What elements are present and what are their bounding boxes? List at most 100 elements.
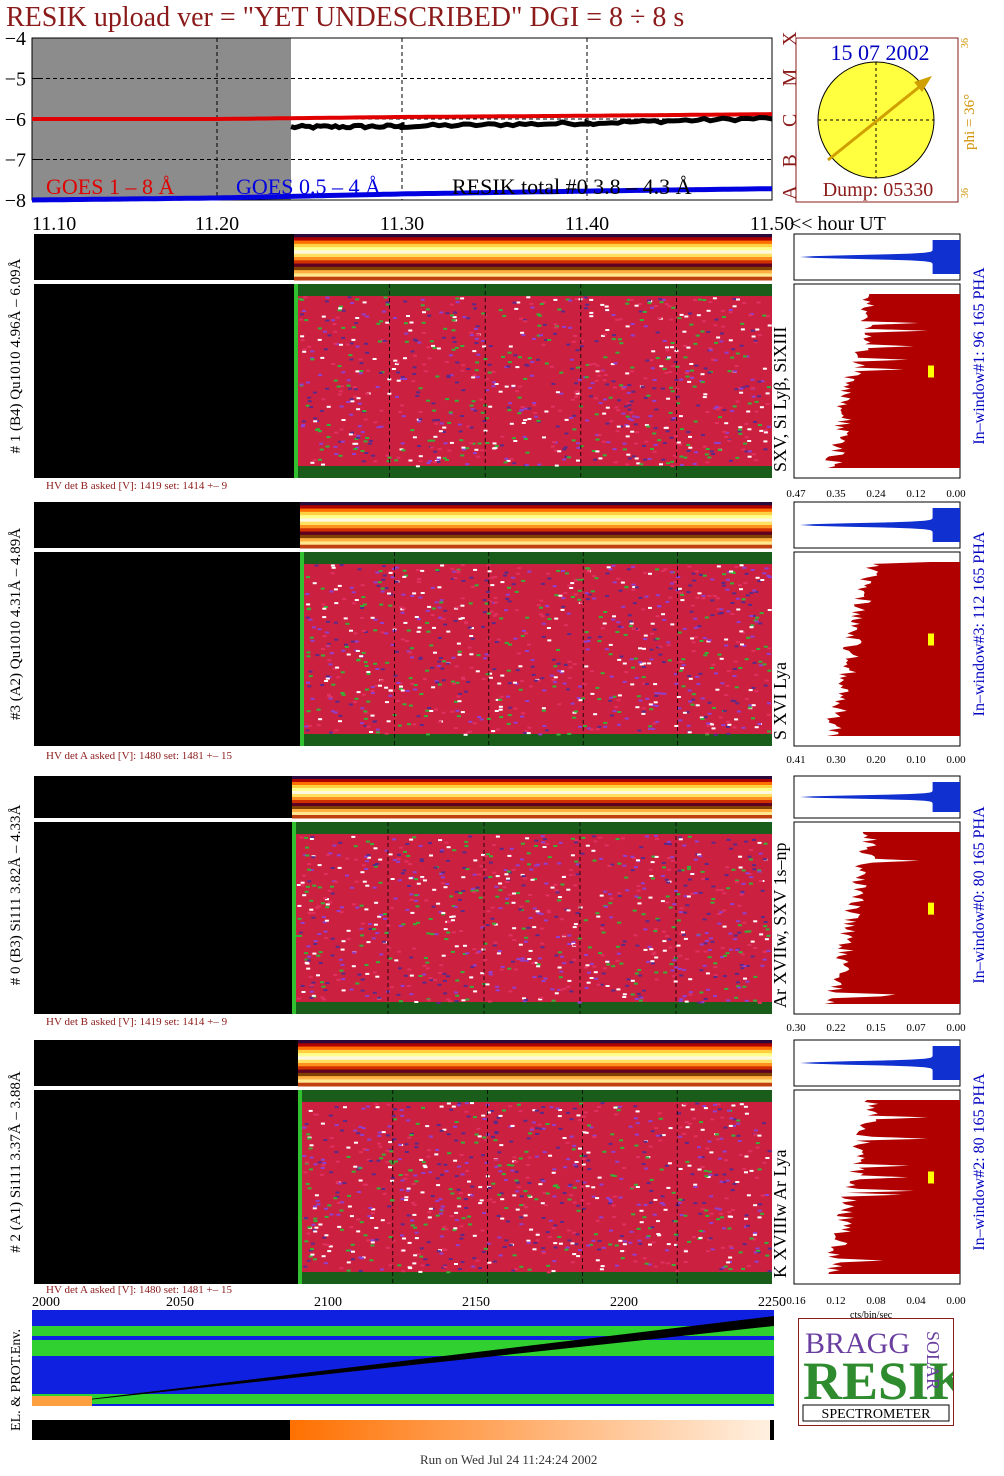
env-xtick-label: 2250 bbox=[758, 1295, 786, 1310]
goes-xtick-label: 11.20 bbox=[195, 213, 239, 235]
strip-2-row bbox=[292, 800, 772, 804]
page-title: RESIK upload ver = "YET UNDESCRIBED" DGI… bbox=[6, 2, 685, 33]
profile-xlabel: cts/bin/sec bbox=[850, 1310, 893, 1321]
in-window-label: In–window#0: 80 165 PHA bbox=[971, 806, 988, 984]
strip-3-row bbox=[298, 1043, 772, 1048]
logo-bragg: BRAGG bbox=[805, 1327, 910, 1360]
profile-xtick: 0.07 bbox=[906, 1022, 926, 1034]
env-xtick-label: 2150 bbox=[462, 1295, 490, 1310]
in-window-label: In–window#2: 80 165 PHA bbox=[971, 1073, 988, 1251]
line-identification: S XVI Lya bbox=[770, 662, 790, 740]
arrow-head bbox=[914, 76, 932, 92]
env-xtick-label: 2200 bbox=[610, 1295, 638, 1310]
strip-1-row bbox=[300, 531, 772, 536]
strip-0-row bbox=[294, 263, 772, 268]
strip-0-row bbox=[294, 276, 772, 281]
profile-xtick: 0.10 bbox=[906, 754, 926, 766]
goes-legend-entry: GOES 1 – 8 Å bbox=[46, 174, 174, 199]
env-band bbox=[32, 1340, 774, 1356]
env-xtick-label: 2100 bbox=[314, 1295, 342, 1310]
spectrum-2-edge bbox=[292, 822, 296, 1014]
profile-xtick: 0.35 bbox=[826, 488, 846, 500]
strip-2-row bbox=[292, 776, 772, 780]
strip-1-row bbox=[300, 538, 772, 542]
env-ylabel: EL. & PROT.Env. bbox=[9, 1329, 24, 1431]
hv-status-3: HV det A asked [V]: 1480 set: 1481 +– 15 bbox=[46, 750, 232, 762]
strip-1-row bbox=[300, 521, 772, 526]
goes-xtick-label: 11.30 bbox=[380, 213, 424, 235]
strip-0-row bbox=[294, 266, 772, 271]
strip-3-row bbox=[298, 1056, 772, 1061]
env-band bbox=[32, 1394, 774, 1404]
strip-3-row bbox=[298, 1072, 772, 1077]
goes-ytick-label: −5 bbox=[5, 69, 26, 91]
logo-spectrometer: SPECTROMETER bbox=[822, 1407, 932, 1422]
strip-2-row bbox=[292, 803, 772, 807]
strip-3-row bbox=[298, 1049, 772, 1054]
spectrum-0-top-band bbox=[294, 284, 772, 296]
goes-ytick-label: −7 bbox=[5, 150, 26, 172]
profile-xtick: 0.15 bbox=[866, 1022, 886, 1034]
goes-xtick-label: 11.10 bbox=[32, 213, 76, 235]
env-xtick-label: 2050 bbox=[166, 1295, 194, 1310]
run-timestamp: Run on Wed Jul 24 11:24:24 2002 bbox=[420, 1452, 598, 1467]
strip-3-row bbox=[298, 1063, 772, 1067]
profile-xtick: 0.12 bbox=[826, 1295, 845, 1307]
strip-3-row bbox=[298, 1040, 772, 1044]
strip-2-row bbox=[292, 785, 772, 789]
strip-2-row bbox=[292, 806, 772, 810]
goes-legend-entry: GOES 0.5 – 4 Å bbox=[236, 174, 381, 199]
phi-top: 36 bbox=[960, 38, 971, 48]
line-identification: K XVIIIw Ar Lya bbox=[770, 1150, 790, 1278]
strip-1-row bbox=[300, 544, 772, 549]
spectrum-3-speckle bbox=[302, 1102, 772, 1274]
dump-number: Dump: 05330 bbox=[823, 179, 934, 201]
profile-xtick: 0.12 bbox=[906, 488, 925, 500]
strip-1-row bbox=[300, 511, 772, 516]
profile-0-spectrum bbox=[825, 294, 960, 468]
strip-3-row bbox=[298, 1053, 772, 1057]
strip-2-row bbox=[292, 797, 772, 801]
spectrum-3-edge bbox=[298, 1090, 302, 1284]
strip-1-row bbox=[300, 534, 772, 539]
channel-label: # 1 (B4) Qu1010 4.96Å – 6.09Å bbox=[8, 258, 24, 453]
profile-2-marker bbox=[928, 902, 934, 915]
strip-2-row bbox=[292, 794, 772, 798]
goes-ytick-label: −6 bbox=[5, 109, 26, 131]
profile-xtick: 0.24 bbox=[866, 488, 886, 500]
strip-3-row bbox=[298, 1046, 772, 1051]
strip-2-row bbox=[292, 788, 772, 792]
strip-0-row bbox=[294, 253, 772, 258]
strip-2-row bbox=[292, 782, 772, 786]
env-band bbox=[32, 1326, 774, 1336]
pha-2-histogram bbox=[800, 782, 960, 812]
strip-1-row bbox=[300, 528, 772, 533]
strip-2-row bbox=[292, 779, 772, 783]
strip-1-row bbox=[300, 518, 772, 523]
spectrum-2-bottom-band bbox=[292, 1002, 772, 1014]
observation-date: 15 07 2002 bbox=[831, 40, 930, 65]
strip-1-row bbox=[300, 525, 772, 529]
resik-logo: BRAGG RESIK SOLAR SPECTROMETER bbox=[798, 1318, 971, 1426]
strip-1-row bbox=[300, 502, 772, 506]
strip-2-row bbox=[292, 809, 772, 813]
strip-1-row bbox=[300, 515, 772, 519]
spectrum-1-edge bbox=[300, 552, 304, 746]
strip-3-row bbox=[298, 1079, 772, 1084]
spectrum-3-top-band bbox=[298, 1090, 772, 1102]
env-bar-black bbox=[32, 1420, 290, 1440]
strip-3-row bbox=[298, 1076, 772, 1080]
spectrum-0-bottom-band bbox=[294, 466, 772, 478]
profile-1-marker bbox=[928, 633, 934, 646]
strip-1-row bbox=[300, 541, 772, 546]
profile-xtick: 0.00 bbox=[946, 1295, 966, 1307]
profile-xtick: 0.22 bbox=[826, 1022, 845, 1034]
hv-status-0: HV det B asked [V]: 1419 set: 1414 +– 9 bbox=[46, 1016, 228, 1028]
strip-3-row bbox=[298, 1069, 772, 1074]
logo-graphic: BRAGG RESIK SOLAR SPECTROMETER bbox=[802, 1327, 971, 1422]
strip-0-row bbox=[294, 257, 772, 261]
series-line-2 bbox=[290, 114, 773, 131]
channel-label: #3 (A2) Qu1010 4.31Å – 4.89Å bbox=[8, 528, 24, 720]
profile-xtick: 0.30 bbox=[786, 1022, 806, 1034]
